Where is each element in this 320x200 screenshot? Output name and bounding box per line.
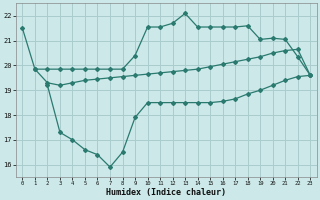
- X-axis label: Humidex (Indice chaleur): Humidex (Indice chaleur): [106, 188, 226, 197]
